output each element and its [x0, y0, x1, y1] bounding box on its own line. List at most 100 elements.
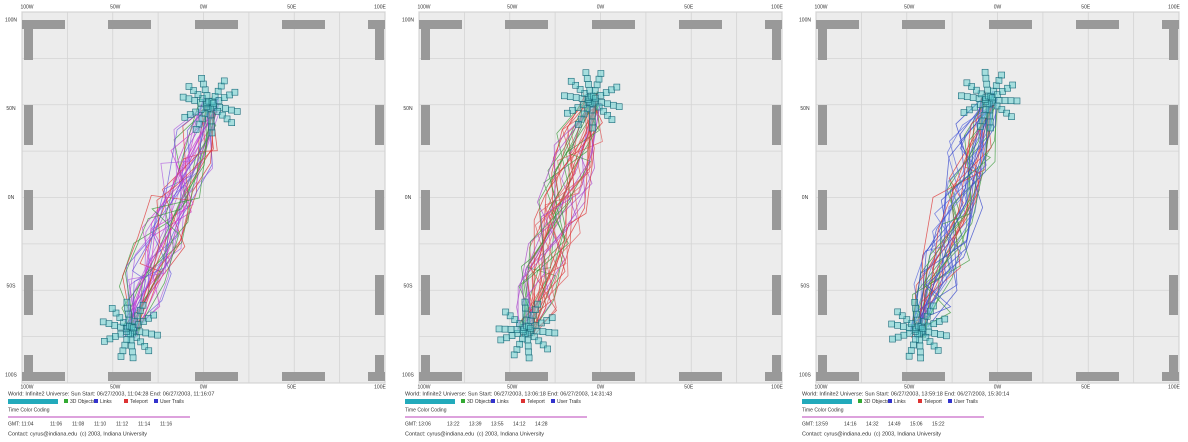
object-cube: [202, 87, 208, 93]
legend-swatch: [948, 399, 952, 403]
object-cube: [908, 348, 914, 354]
legend-swatch: [918, 399, 922, 403]
edge-bar: [421, 20, 430, 60]
object-cube: [530, 312, 536, 318]
x-axis-label: 0W: [994, 384, 1002, 390]
object-cube: [124, 299, 130, 305]
legend-swatch: [521, 399, 525, 403]
object-cube: [586, 81, 592, 87]
object-cube: [616, 104, 622, 110]
object-cube: [124, 336, 130, 342]
x-axis-label: 50E: [287, 384, 297, 390]
object-cube: [522, 305, 528, 311]
x-axis-label: 50E: [684, 4, 694, 10]
legend-swatch: [124, 399, 128, 403]
edge-bar: [1169, 355, 1178, 372]
object-cube: [122, 342, 128, 348]
x-axis-label: 100E: [374, 384, 386, 390]
object-cube: [889, 321, 895, 327]
edge-bar: [368, 372, 385, 381]
object-cube: [935, 347, 941, 353]
edge-bar: [375, 275, 384, 315]
x-axis-label: 50E: [1081, 4, 1091, 10]
edge-bar: [772, 105, 781, 145]
edge-bar: [772, 355, 781, 372]
edge-bar: [282, 20, 325, 29]
edge-bar: [108, 20, 151, 29]
contact: Contact: cyrus@indiana.edu: [802, 431, 871, 437]
edge-bar: [282, 372, 325, 381]
object-cube: [112, 322, 118, 328]
contact: Contact: cyrus@indiana.edu: [8, 431, 77, 437]
time-color-label: Time Color Coding: [802, 407, 844, 413]
object-cube: [561, 93, 567, 99]
time-tick: 14:49: [888, 421, 901, 427]
object-cube: [101, 338, 107, 344]
object-cube: [534, 328, 540, 334]
legend-label: Teleport: [130, 399, 148, 405]
edge-bar: [375, 20, 384, 60]
object-cube: [987, 113, 993, 119]
x-axis-label: 100W: [20, 384, 33, 390]
object-cube: [970, 95, 976, 101]
time-tick: 11:12: [116, 421, 128, 427]
object-cube: [552, 330, 558, 336]
legend-label: 3D Objects: [864, 399, 889, 405]
edge-bar: [421, 355, 430, 372]
object-cube: [526, 349, 532, 355]
object-cube: [200, 81, 206, 87]
object-cube: [549, 315, 555, 321]
x-axis-label: 0W: [994, 4, 1002, 10]
x-axis-label: 100W: [20, 4, 33, 10]
object-cube: [1008, 98, 1014, 104]
x-axis-label: 0W: [597, 4, 605, 10]
object-cube: [983, 107, 989, 113]
object-cube: [545, 346, 551, 352]
y-axis-label: 100N: [402, 17, 414, 23]
object-cube: [234, 108, 240, 114]
edge-bar: [375, 355, 384, 372]
object-cube: [938, 332, 944, 338]
y-axis-label: 50N: [403, 106, 413, 112]
edge-bar: [818, 105, 827, 145]
object-cube: [546, 329, 552, 335]
object-cube: [564, 110, 570, 116]
time-tick: 14:12: [513, 421, 526, 427]
object-cube: [125, 311, 131, 317]
legend-swatch: [491, 399, 495, 403]
gmt-label: GMT: 13:59: [802, 421, 828, 427]
x-axis-label: 50W: [110, 4, 121, 10]
copyright: (c) 2003, Indiana University: [80, 431, 147, 437]
object-cube: [961, 110, 967, 116]
legend-label: User Trails: [954, 399, 978, 405]
x-axis-label: 50E: [684, 384, 694, 390]
panel: 100W100W50W50W0W0W50E50E100E100E100N50N0…: [799, 4, 1180, 437]
edge-bar: [772, 190, 781, 230]
object-cube: [151, 312, 157, 318]
object-cube: [498, 337, 504, 343]
time-tick: 11:10: [94, 421, 106, 427]
object-cube: [890, 336, 896, 342]
edge-bar: [989, 20, 1032, 29]
object-cube: [208, 112, 214, 118]
legend-swatch: [858, 399, 862, 403]
y-axis-label: 100S: [5, 372, 17, 378]
edge-bar: [902, 372, 945, 381]
object-cube: [598, 70, 604, 76]
time-color-label: Time Color Coding: [8, 407, 50, 413]
object-cube: [1008, 114, 1014, 120]
edge-bar: [1169, 275, 1178, 315]
x-axis-label: 50E: [287, 4, 297, 10]
object-cube: [496, 326, 502, 332]
object-cube: [140, 302, 146, 308]
object-cube: [914, 311, 920, 317]
edge-bar: [772, 275, 781, 315]
edge-bar: [24, 20, 33, 60]
edge-bar: [419, 372, 462, 381]
object-cube: [906, 353, 912, 359]
object-cube: [223, 106, 229, 112]
object-cube: [895, 309, 901, 315]
object-cube: [917, 349, 923, 355]
object-cube: [120, 348, 126, 354]
edge-bar: [1076, 20, 1119, 29]
